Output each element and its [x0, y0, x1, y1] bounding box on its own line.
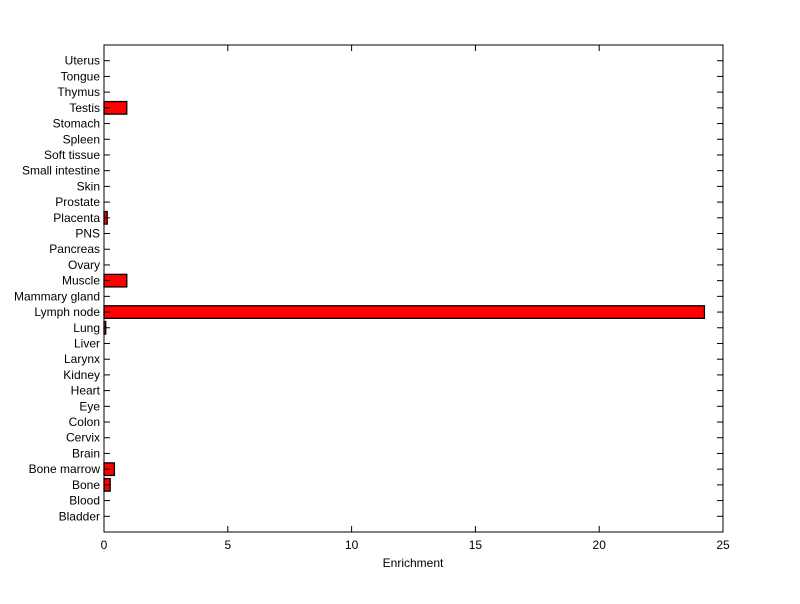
y-tick-label: Mammary gland — [14, 289, 100, 303]
x-tick-label: 0 — [101, 538, 108, 552]
y-tick-label: Soft tissue — [44, 148, 100, 162]
y-tick-label: Stomach — [53, 117, 100, 131]
x-tick-label: 25 — [716, 538, 730, 552]
y-tick-label: Lymph node — [34, 305, 100, 319]
y-tick-label: Bladder — [59, 509, 100, 523]
x-tick-label: 20 — [593, 538, 607, 552]
y-tick-label: Cervix — [66, 431, 100, 445]
x-tick-label: 5 — [224, 538, 231, 552]
y-tick-label: Thymus — [57, 85, 100, 99]
y-tick-label: Spleen — [63, 132, 100, 146]
y-tick-label: PNS — [75, 227, 100, 241]
y-tick-label: Heart — [71, 384, 101, 398]
y-tick-label: Tongue — [61, 69, 101, 83]
y-tick-label: Lung — [73, 321, 100, 335]
y-tick-label: Kidney — [63, 368, 100, 382]
x-tick-label: 10 — [345, 538, 359, 552]
y-tick-label: Skin — [77, 179, 100, 193]
y-tick-label: Eye — [79, 399, 100, 413]
y-tick-label: Blood — [69, 494, 100, 508]
y-tick-label: Ovary — [68, 258, 100, 272]
y-tick-label: Pancreas — [49, 242, 100, 256]
y-tick-label: Bone marrow — [29, 462, 101, 476]
y-tick-label: Bone — [72, 478, 100, 492]
plot-area — [103, 44, 724, 533]
y-tick-label: Larynx — [64, 352, 100, 366]
y-tick-label: Muscle — [62, 274, 100, 288]
y-tick-label: Prostate — [55, 195, 100, 209]
y-tick-label: Colon — [69, 415, 100, 429]
y-tick-label: Placenta — [53, 211, 100, 225]
x-axis-label: Enrichment — [383, 556, 444, 570]
y-tick-label: Uterus — [65, 54, 100, 68]
bar-lymph-node — [103, 305, 706, 319]
x-tick-label: 15 — [469, 538, 483, 552]
y-tick-label: Testis — [69, 101, 100, 115]
y-tick-label: Small intestine — [22, 164, 100, 178]
y-tick-label: Liver — [74, 336, 100, 350]
y-tick-label: Brain — [72, 446, 100, 460]
